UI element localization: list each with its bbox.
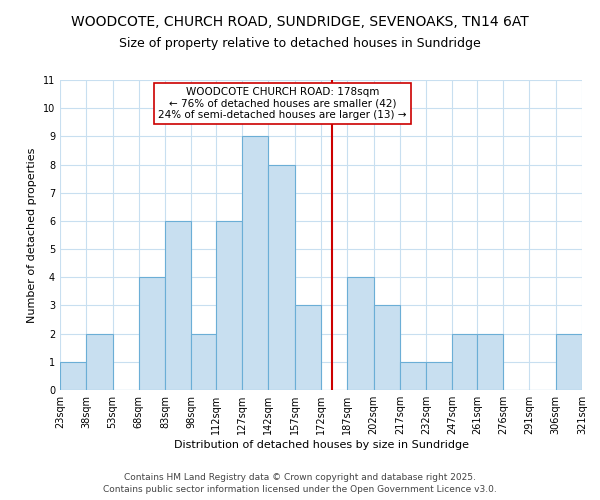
- Bar: [216, 221, 242, 390]
- Bar: [374, 306, 400, 390]
- Bar: [452, 334, 477, 390]
- Bar: [242, 136, 268, 390]
- Text: WOODCOTE CHURCH ROAD: 178sqm
← 76% of detached houses are smaller (42)
24% of se: WOODCOTE CHURCH ROAD: 178sqm ← 76% of de…: [158, 87, 407, 120]
- Bar: [60, 362, 86, 390]
- Bar: [191, 334, 216, 390]
- Bar: [556, 334, 582, 390]
- Bar: [268, 164, 295, 390]
- Bar: [477, 334, 503, 390]
- Bar: [426, 362, 452, 390]
- X-axis label: Distribution of detached houses by size in Sundridge: Distribution of detached houses by size …: [173, 440, 469, 450]
- Text: Contains HM Land Registry data © Crown copyright and database right 2025.: Contains HM Land Registry data © Crown c…: [124, 472, 476, 482]
- Y-axis label: Number of detached properties: Number of detached properties: [28, 148, 37, 322]
- Bar: [400, 362, 426, 390]
- Bar: [139, 278, 165, 390]
- Text: WOODCOTE, CHURCH ROAD, SUNDRIDGE, SEVENOAKS, TN14 6AT: WOODCOTE, CHURCH ROAD, SUNDRIDGE, SEVENO…: [71, 15, 529, 29]
- Bar: [165, 221, 191, 390]
- Bar: [347, 278, 374, 390]
- Text: Size of property relative to detached houses in Sundridge: Size of property relative to detached ho…: [119, 38, 481, 51]
- Bar: [295, 306, 321, 390]
- Bar: [86, 334, 113, 390]
- Text: Contains public sector information licensed under the Open Government Licence v3: Contains public sector information licen…: [103, 485, 497, 494]
